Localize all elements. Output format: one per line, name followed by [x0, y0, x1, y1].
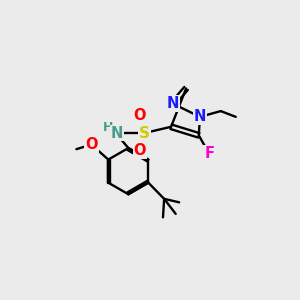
Text: O: O [134, 108, 146, 123]
Text: F: F [204, 146, 214, 161]
Text: O: O [134, 143, 146, 158]
Text: N: N [194, 109, 206, 124]
Text: H: H [103, 121, 113, 134]
Text: S: S [139, 125, 150, 140]
Text: N: N [111, 125, 123, 140]
Text: O: O [85, 137, 98, 152]
Text: N: N [167, 96, 179, 111]
